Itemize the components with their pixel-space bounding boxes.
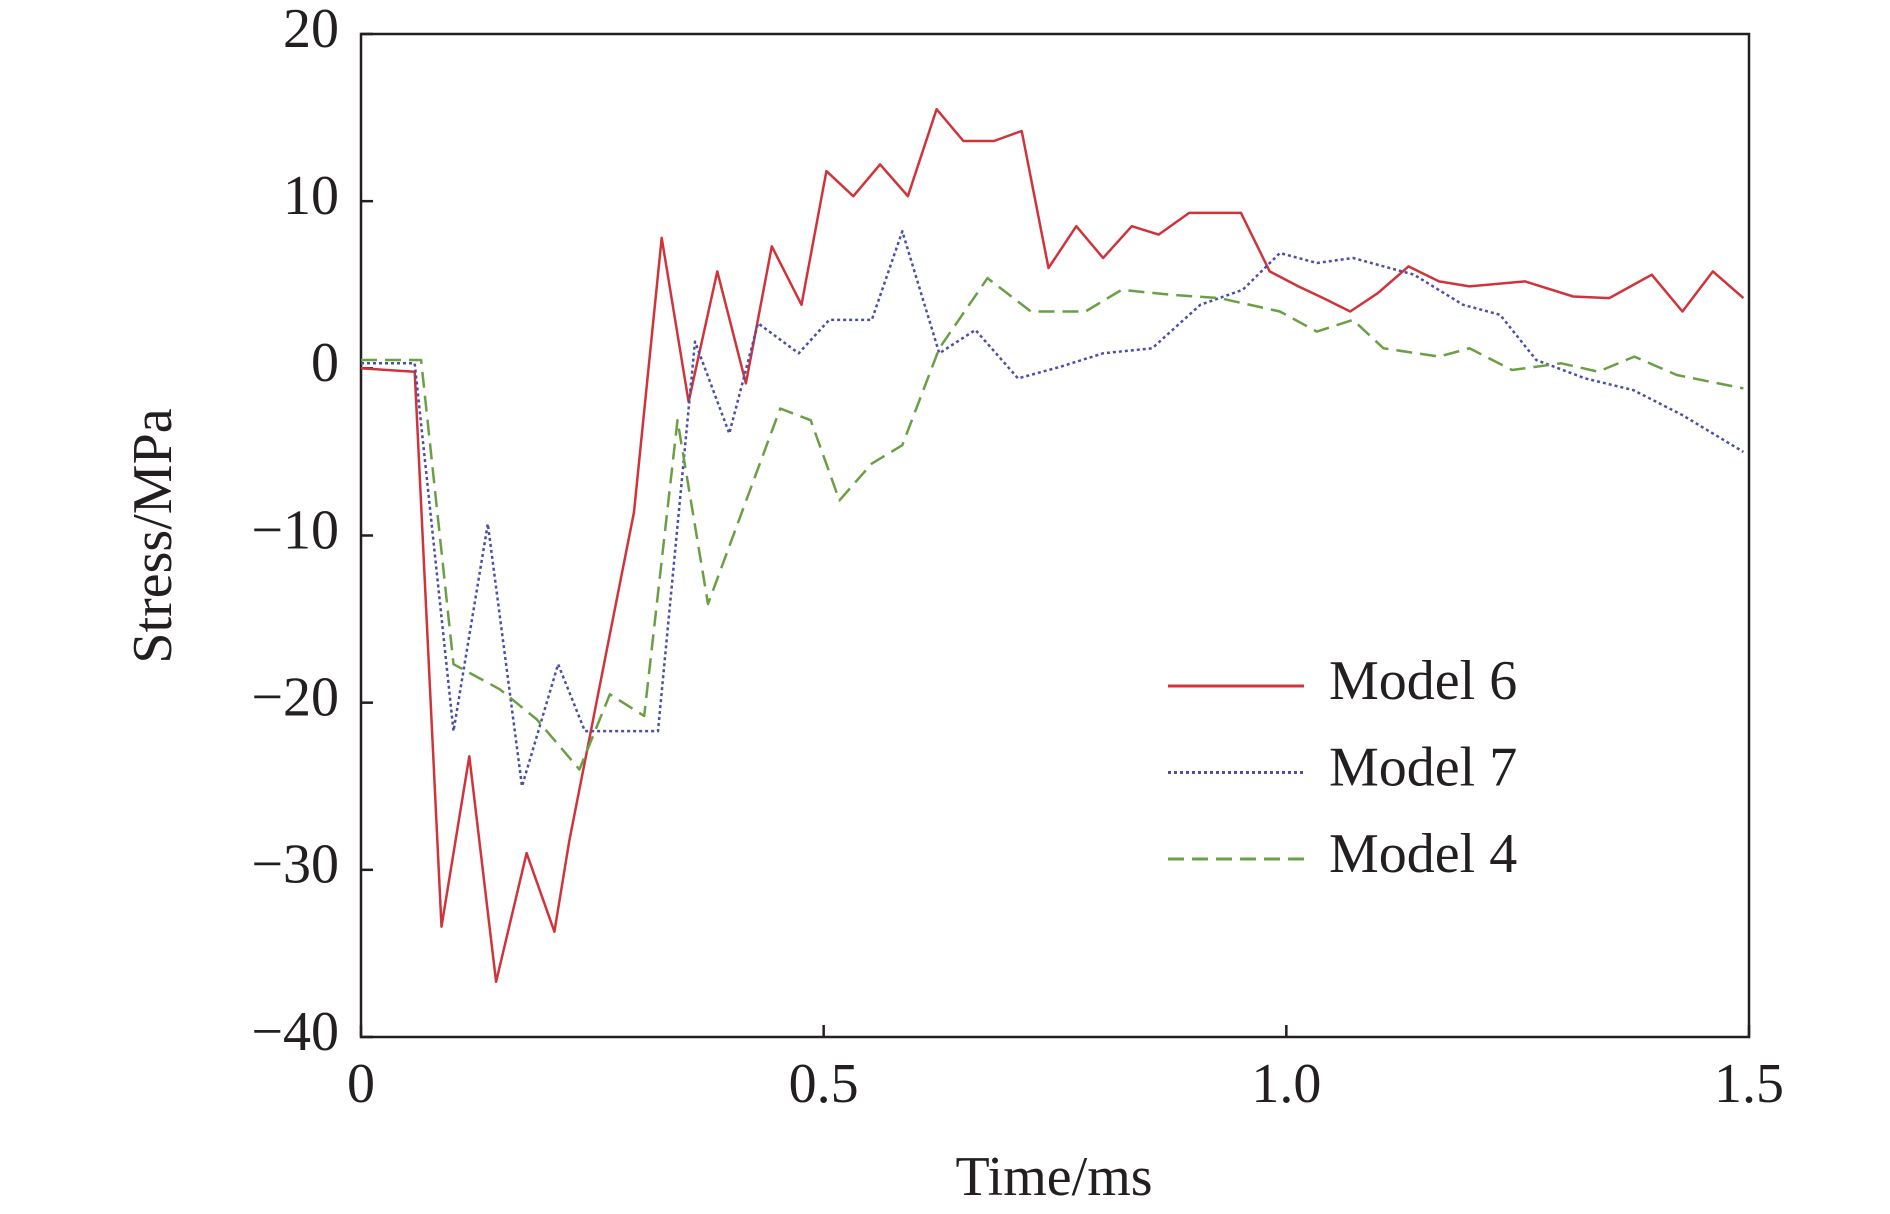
- y-tick-label: −10: [251, 499, 339, 561]
- series-line: [361, 276, 1744, 771]
- y-tick-label: −40: [251, 1001, 339, 1063]
- x-tick-label: 1.0: [1251, 1053, 1321, 1115]
- y-tick-label: 20: [283, 0, 339, 60]
- x-tick-label: 0: [347, 1053, 375, 1115]
- y-tick-label: −20: [251, 667, 339, 729]
- legend-label: Model 7: [1329, 736, 1517, 798]
- series-line: [360, 107, 1745, 984]
- y-tick-label: 10: [283, 165, 339, 227]
- plot-frame: [359, 32, 1751, 1039]
- y-tick-label: 0: [311, 332, 339, 394]
- x-tick-label: 0.5: [789, 1053, 859, 1115]
- y-tick-label: −30: [251, 834, 339, 896]
- legend-label: Model 6: [1329, 650, 1517, 712]
- legend-label: Model 4: [1329, 823, 1517, 885]
- series-line: [361, 230, 1745, 788]
- x-tick-label: 1.5: [1714, 1053, 1784, 1115]
- y-axis-label: Stress/MPa: [122, 408, 184, 663]
- x-axis-label: Time/ms: [955, 1146, 1152, 1208]
